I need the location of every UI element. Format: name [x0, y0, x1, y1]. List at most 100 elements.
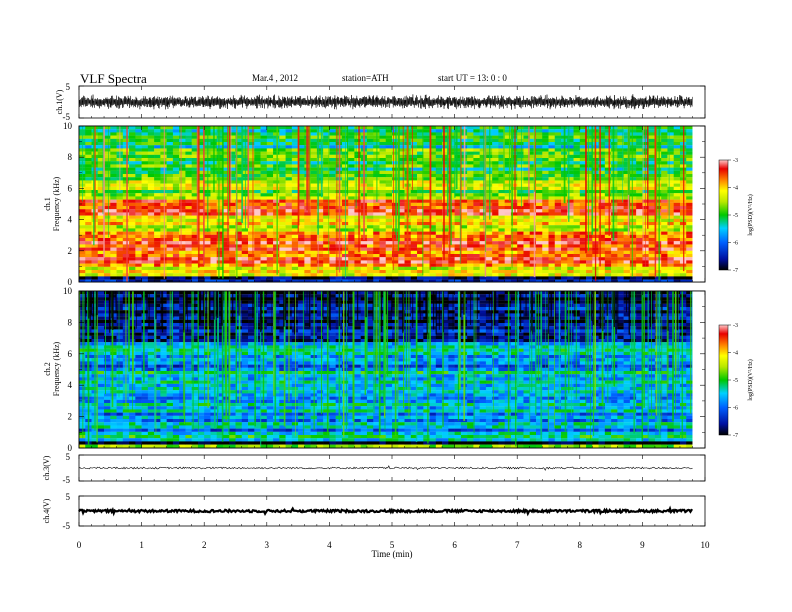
spectrogram-cell [197, 241, 205, 245]
spectrogram-cell [554, 263, 562, 267]
spectrogram-cell [448, 260, 455, 264]
spectrogram-cell [423, 263, 430, 267]
spectrogram-cell [667, 263, 674, 267]
spectrogram-cell [122, 260, 130, 264]
spectrogram-cell [323, 186, 330, 191]
sferic-streak [108, 126, 109, 238]
spectrogram-cell [97, 129, 105, 133]
spectrogram-cell [429, 263, 437, 267]
spectrogram-cell [535, 129, 543, 133]
spectrogram-cell [160, 279, 167, 283]
spectrogram-cell [417, 145, 424, 149]
sferic-streak [180, 126, 182, 249]
spectrogram-cell [429, 126, 437, 130]
spectrogram-cell [504, 241, 512, 245]
spectrogram-cell [97, 270, 105, 274]
spectrogram-cell [79, 279, 86, 283]
spectrogram-cell [548, 202, 556, 207]
spectrogram-cell [410, 126, 418, 130]
spectrogram-cell [179, 225, 186, 229]
spectrogram-cell [135, 202, 142, 207]
spectrogram-cell [373, 279, 380, 283]
spectrogram-cell [179, 190, 186, 194]
spectrogram-cell [266, 138, 274, 143]
spectrogram-cell [686, 180, 693, 184]
spectrogram-cell [648, 228, 656, 232]
spectrogram-cell [235, 161, 243, 165]
spectrogram-cell [323, 135, 330, 139]
spectrogram-cell [241, 129, 249, 133]
spectrogram-cell [548, 266, 556, 271]
spectrogram-cell [79, 257, 86, 261]
spectrogram-cell [304, 215, 311, 219]
spectrogram-cell [310, 212, 318, 216]
spectrogram-cell [248, 151, 255, 155]
spectrogram-cell [523, 183, 531, 187]
spectrogram-cell [636, 218, 643, 223]
spectrogram-cell [654, 167, 662, 171]
spectrogram-cell [329, 238, 336, 242]
spectrogram-cell [636, 266, 643, 271]
spectrogram-cell [104, 151, 111, 155]
spectrogram-cell [604, 151, 612, 155]
spectrogram-cell [448, 279, 455, 283]
spectrogram-cell [454, 212, 462, 216]
spectrogram-cell [373, 231, 380, 235]
spectrogram-cell [604, 273, 612, 277]
spectrogram-cell [479, 225, 487, 229]
spectrogram-cell [222, 273, 230, 277]
spectrogram-cell [197, 270, 205, 274]
spectrogram-cell [379, 132, 387, 136]
spectrogram-cell [110, 135, 117, 139]
spectrogram-cell [185, 177, 192, 181]
spectrogram-cell [129, 209, 136, 213]
spectrogram-cell [235, 151, 243, 155]
spectrogram-cell [354, 151, 361, 155]
spectrogram-cell [636, 148, 643, 152]
spectrogram-cell [285, 174, 293, 178]
spectrogram-cell [617, 161, 624, 165]
spectrogram-cell [529, 270, 537, 274]
spectrogram-cell [285, 225, 293, 229]
spectrogram-cell [510, 222, 518, 226]
spectrogram-cell [417, 177, 424, 181]
spectrogram-cell [260, 263, 268, 267]
spectrogram-cell [160, 212, 167, 216]
spectrogram-cell [517, 174, 524, 178]
spectrogram-cell [166, 145, 174, 149]
spectrogram-cell [260, 126, 268, 130]
spectrogram-cell [604, 260, 612, 264]
spectrogram-cell [573, 225, 581, 229]
spectrogram-cell [417, 231, 424, 235]
sferic-streak [222, 126, 224, 279]
spectrogram-cell [248, 212, 255, 216]
spectrogram-cell [561, 247, 568, 251]
spectrogram-cell [604, 254, 612, 258]
spectrogram-cell [429, 228, 437, 232]
spectrogram-cell [667, 234, 674, 239]
spectrogram-cell [129, 148, 136, 152]
spectrogram-cell [523, 247, 531, 251]
spectrogram-cell [561, 244, 568, 248]
spectrogram-cell [510, 148, 518, 152]
spectrogram-cell [160, 231, 167, 235]
spectrogram-cell [248, 202, 255, 207]
spectrogram-cell [467, 209, 474, 213]
spectrogram-cell [379, 190, 387, 194]
sferic-streak [411, 126, 413, 191]
spectrogram-cell [248, 228, 255, 232]
spectrogram-cell [279, 151, 286, 155]
spectrogram-cell [304, 228, 311, 232]
sferic-streak [514, 126, 516, 213]
spectrogram-cell [323, 273, 330, 277]
spectrogram-cell [623, 190, 631, 194]
spectrogram-cell [379, 174, 387, 178]
spectrogram-cell [229, 170, 236, 175]
spectrogram-cell [548, 234, 556, 239]
spectrogram-cell [448, 250, 455, 255]
spectrogram-cell [191, 263, 199, 267]
spectrogram-cell [648, 170, 656, 175]
spectrogram-cell [172, 126, 180, 130]
spectrogram-cell [79, 380, 86, 384]
spectrogram-cell [85, 263, 92, 267]
